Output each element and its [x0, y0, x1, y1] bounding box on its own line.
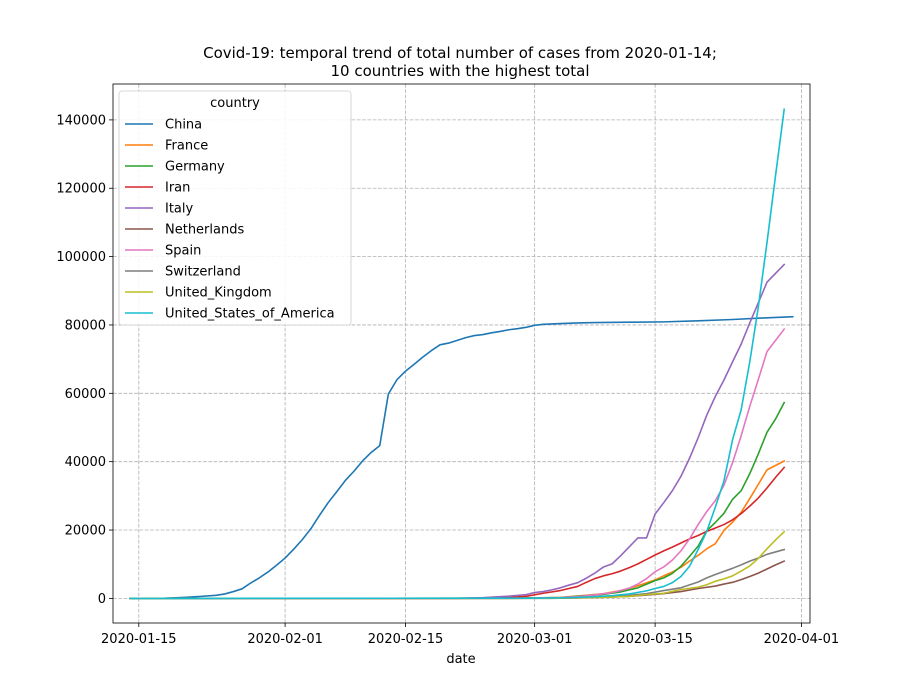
legend-label: United_States_of_America [165, 307, 335, 322]
legend-label: Switzerland [165, 265, 241, 280]
legend-title: country [210, 96, 260, 111]
legend: country China France Germany Iran Italy Nethe… [118, 90, 352, 326]
series-line-united-states-of-america [129, 108, 786, 600]
series-line-italy [129, 263, 786, 600]
x-tick-label: 2020-03-01 [497, 632, 573, 647]
y-tick-label: 100000 [56, 250, 106, 265]
series-line-spain [129, 327, 786, 600]
legend-items: China France Germany Iran Italy Netherlands Sp… [125, 118, 335, 322]
grid [113, 84, 810, 623]
legend-label: Netherlands [165, 223, 244, 238]
x-tick-label: 2020-01-15 [101, 632, 177, 647]
legend-label: Iran [165, 181, 190, 196]
y-tick-label: 40000 [65, 455, 106, 470]
legend-label: France [165, 139, 208, 154]
plot-area-frame [112, 83, 811, 624]
x-tick-label: 2020-02-15 [368, 632, 444, 647]
x-axis-label: date [446, 652, 475, 667]
legend-label: Spain [165, 244, 201, 259]
y-tick-label: 0 [98, 592, 106, 607]
legend-box [118, 90, 352, 326]
x-tick-label: 2020-04-01 [764, 632, 840, 647]
legend-label: Germany [165, 160, 225, 175]
legend-label: China [165, 118, 202, 133]
y-axis-ticks: 0 20000 40000 60000 80000 100000 120000 140000 [56, 113, 113, 607]
y-tick-label: 80000 [65, 318, 106, 333]
series-line-china [129, 315, 794, 600]
series-line-iran [129, 466, 786, 600]
series-lines [129, 108, 794, 600]
y-tick-label: 60000 [65, 387, 106, 402]
chart-title: Covid-19: temporal trend of total number… [203, 44, 717, 62]
x-tick-label: 2020-02-01 [247, 632, 323, 647]
y-tick-label: 20000 [65, 524, 106, 539]
legend-label: United_Kingdom [165, 286, 272, 301]
y-tick-label: 140000 [56, 113, 106, 128]
x-axis-ticks: 2020-01-15 2020-02-01 2020-02-15 2020-03-01… [101, 623, 839, 647]
x-tick-label: 2020-03-15 [617, 632, 693, 647]
legend-label: Italy [165, 202, 194, 217]
y-tick-label: 120000 [56, 182, 106, 197]
chart-subtitle: 10 countries with the highest total [331, 62, 590, 80]
